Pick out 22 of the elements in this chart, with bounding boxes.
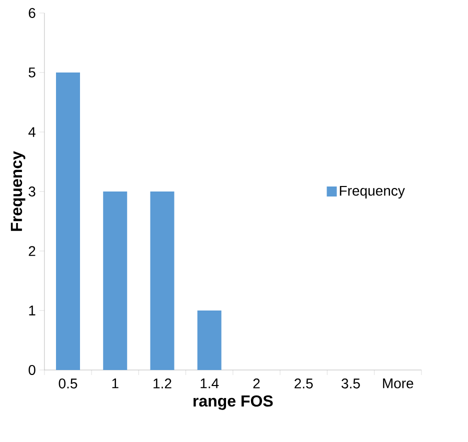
bar — [150, 192, 174, 370]
x-tick-label: 1.4 — [200, 378, 219, 388]
bar — [103, 192, 128, 370]
y-axis-title: Frequency — [10, 151, 26, 231]
x-tick-label: 1 — [112, 378, 118, 388]
y-tick-label: 4 — [28, 127, 36, 137]
y-tick-label: 2 — [28, 246, 36, 256]
legend-label: Frequency — [340, 186, 405, 198]
x-axis-title: range FOS — [194, 395, 273, 410]
x-tick-label: 2 — [253, 378, 260, 388]
y-tick-label: 5 — [28, 68, 36, 78]
x-tick-label: 3.5 — [342, 378, 360, 388]
y-tick-label: 0 — [28, 365, 36, 375]
y-tick-label: 1 — [29, 306, 36, 316]
x-tick-label: 0.5 — [58, 378, 78, 388]
x-tick-label: 1.2 — [154, 378, 172, 388]
x-tick-label: 2.5 — [294, 378, 313, 388]
x-tick-label: More — [383, 378, 414, 388]
y-tick-label: 6 — [28, 8, 36, 18]
y-tick-label: 3 — [28, 186, 36, 196]
bar — [56, 72, 80, 370]
bar — [197, 310, 222, 370]
